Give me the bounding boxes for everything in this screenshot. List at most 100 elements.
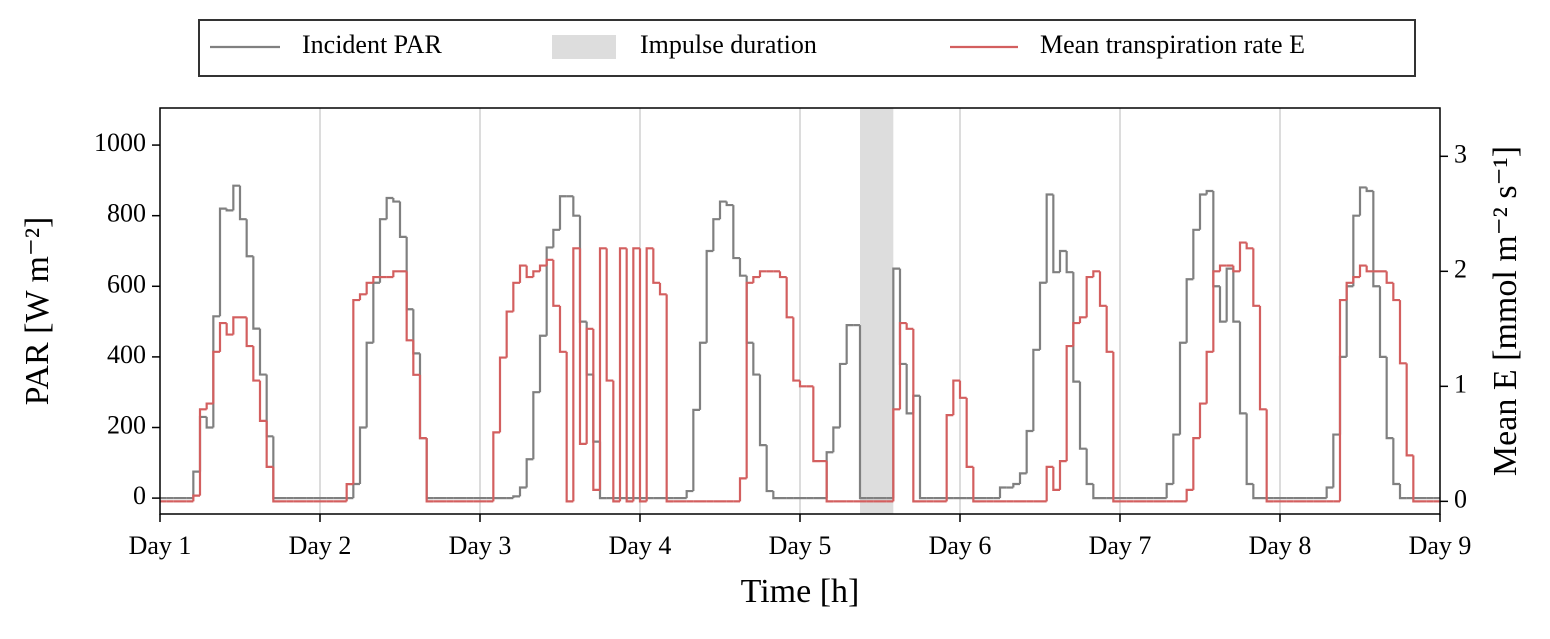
step-segment bbox=[218, 321, 227, 352]
step-segment bbox=[192, 494, 200, 502]
x-tick-label: Day 1 bbox=[129, 531, 192, 560]
step-segment bbox=[552, 259, 560, 307]
step-segment bbox=[505, 310, 514, 358]
step-segment bbox=[512, 495, 520, 499]
step-segment bbox=[832, 426, 840, 453]
step-segment bbox=[598, 247, 607, 490]
step-segment bbox=[732, 205, 740, 260]
step-segment bbox=[798, 380, 807, 388]
step-segment bbox=[258, 380, 267, 422]
step-segment bbox=[1398, 483, 1407, 500]
step-segment bbox=[825, 461, 834, 503]
legend-label: Incident PAR bbox=[302, 30, 443, 59]
step-segment bbox=[752, 342, 760, 376]
step-segment bbox=[1385, 271, 1394, 284]
step-segment bbox=[838, 362, 847, 428]
step-segment bbox=[518, 486, 527, 497]
step-segment bbox=[1098, 271, 1107, 307]
step-segment bbox=[558, 305, 567, 353]
step-segment bbox=[1265, 409, 1274, 503]
step-segment bbox=[205, 416, 214, 429]
x-tick-label: Day 4 bbox=[609, 531, 672, 560]
step-segment bbox=[532, 391, 540, 460]
y-tick-label: 200 bbox=[107, 410, 146, 439]
step-segment bbox=[1205, 350, 1214, 404]
step-segment bbox=[385, 196, 394, 220]
step-segment bbox=[758, 374, 767, 447]
step-segment bbox=[1398, 300, 1407, 365]
step-segment bbox=[1252, 248, 1260, 307]
step-segment bbox=[512, 281, 520, 312]
step-segment bbox=[692, 408, 700, 492]
step-segment bbox=[998, 486, 1007, 499]
step-segment bbox=[1245, 242, 1254, 250]
step-segment bbox=[1092, 483, 1100, 500]
step-segment bbox=[538, 264, 547, 272]
legend-box bbox=[198, 19, 1416, 77]
step-segment bbox=[238, 185, 247, 221]
step-segment bbox=[1165, 482, 1174, 499]
step-segment bbox=[1052, 194, 1060, 274]
step-segment bbox=[1185, 278, 1194, 343]
step-segment bbox=[772, 491, 780, 500]
step-segment bbox=[352, 482, 360, 499]
step-segment bbox=[625, 248, 634, 503]
step-segment bbox=[1238, 241, 1247, 272]
step-segment bbox=[1018, 472, 1027, 484]
step-segment bbox=[972, 466, 980, 503]
step-segment bbox=[945, 413, 954, 502]
step-segment bbox=[1352, 214, 1360, 287]
step-segment bbox=[1185, 488, 1194, 502]
step-segment bbox=[1192, 436, 1200, 490]
step-segment bbox=[652, 248, 660, 284]
step-segment bbox=[738, 477, 747, 502]
step-segment bbox=[1358, 264, 1367, 278]
step-segment bbox=[565, 351, 574, 503]
step-segment bbox=[365, 281, 374, 295]
step-segment bbox=[1412, 455, 1420, 503]
x-tick-label: Day 3 bbox=[449, 531, 512, 560]
step-segment bbox=[912, 328, 920, 503]
step-segment bbox=[1218, 264, 1227, 272]
step-segment bbox=[1332, 433, 1340, 488]
legend-label: Mean transpiration rate E bbox=[1040, 30, 1305, 59]
step-segment bbox=[1212, 270, 1220, 352]
step-segment bbox=[245, 317, 254, 348]
step-segment bbox=[905, 323, 914, 330]
y2-axis-label: Mean E [mmol m⁻² s⁻¹] bbox=[1487, 146, 1524, 476]
step-segment bbox=[1105, 305, 1114, 353]
step-segment bbox=[592, 328, 600, 491]
x-tick-label: Day 9 bbox=[1409, 531, 1472, 560]
step-segment bbox=[358, 293, 367, 301]
step-segment bbox=[965, 397, 974, 468]
step-segment bbox=[1225, 267, 1234, 322]
step-segment bbox=[212, 350, 220, 404]
step-segment bbox=[525, 458, 534, 488]
step-segment bbox=[1205, 189, 1214, 195]
step-segment bbox=[545, 246, 554, 336]
step-segment bbox=[952, 379, 960, 416]
step-segment bbox=[752, 275, 760, 283]
step-segment bbox=[1218, 286, 1227, 323]
step-segment bbox=[252, 346, 260, 382]
step-segment bbox=[725, 201, 734, 207]
step-segment bbox=[612, 380, 620, 503]
step-segment bbox=[1065, 250, 1074, 274]
step-segment bbox=[1112, 351, 1120, 503]
step-segment bbox=[1085, 275, 1094, 318]
step-segment bbox=[572, 247, 580, 502]
step-segment bbox=[1198, 402, 1207, 439]
step-segment bbox=[572, 196, 580, 217]
step-segment bbox=[1058, 459, 1067, 490]
step-segment bbox=[638, 248, 647, 503]
step-segment bbox=[712, 218, 720, 251]
y2-tick-label: 3 bbox=[1454, 139, 1467, 168]
step-segment bbox=[785, 277, 794, 319]
step-segment bbox=[1232, 265, 1240, 273]
step-segment bbox=[1392, 438, 1400, 486]
step-segment bbox=[1025, 429, 1034, 474]
step-segment bbox=[1198, 193, 1207, 230]
step-segment bbox=[378, 218, 387, 283]
